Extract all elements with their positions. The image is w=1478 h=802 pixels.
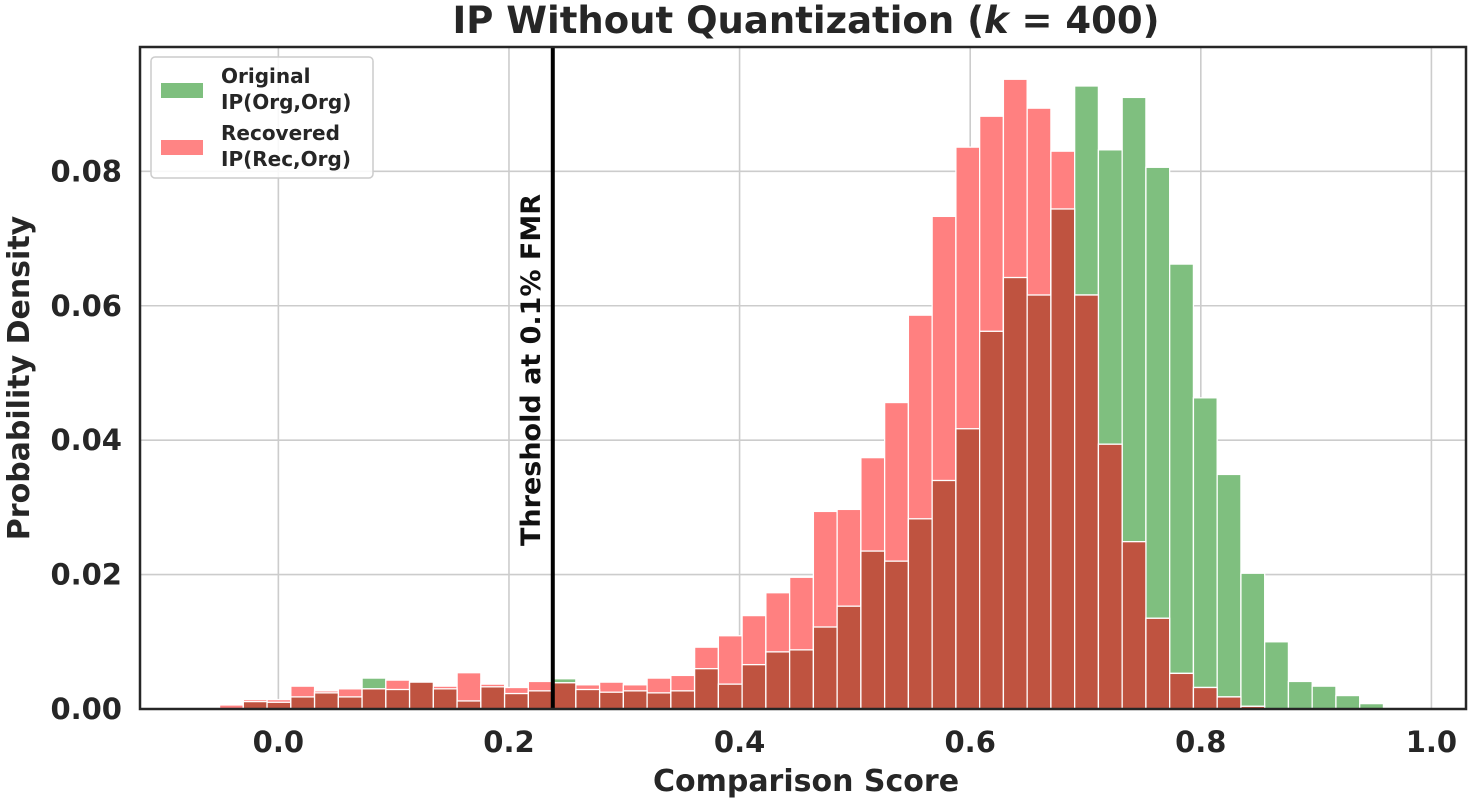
- threshold-label: Threshold at 0.1% FMR: [516, 194, 547, 546]
- bar-original: [1216, 473, 1242, 710]
- bar-overlap: [598, 691, 625, 710]
- chart-title: IP Without Quantization (k = 400): [452, 0, 1159, 42]
- bar-overlap: [1097, 443, 1123, 710]
- bar-overlap: [575, 688, 601, 710]
- bar-overlap: [717, 683, 743, 710]
- y-tick-label: 0.04: [50, 423, 122, 457]
- x-tick-label: 0.6: [945, 725, 996, 759]
- x-axis-label: Comparison Score: [653, 764, 959, 799]
- bar-overlap: [788, 649, 815, 710]
- x-tick-label: 0.2: [483, 725, 534, 759]
- bar-overlap: [622, 690, 648, 710]
- bar-overlap: [527, 690, 553, 710]
- plot-frame: [138, 45, 1468, 711]
- bar-original: [1240, 572, 1266, 710]
- legend-swatch-original: [161, 83, 203, 98]
- legend-label-original-line1: Original: [221, 64, 310, 88]
- legend-box: [150, 56, 374, 179]
- x-tick-label: 0.4: [714, 725, 765, 759]
- x-tick-labels: 0.0 0.2 0.4 0.6 0.8 1.0: [253, 725, 1457, 759]
- bar-original: [1192, 397, 1218, 710]
- bar-overlap: [978, 330, 1005, 710]
- bar-overlap: [432, 688, 458, 710]
- y-tick-label: 0.08: [50, 154, 122, 188]
- bar-overlap: [1216, 696, 1242, 710]
- threshold-marker: Threshold at 0.1% FMR: [516, 47, 555, 709]
- legend-label-original-line2: IP(Org,Org): [221, 90, 351, 114]
- bar-overlap: [385, 688, 411, 710]
- bar-overlap: [1050, 208, 1076, 710]
- bar-original: [1287, 680, 1313, 710]
- bar-overlap: [670, 690, 696, 710]
- bar-overlap: [836, 605, 862, 710]
- bar-original: [1335, 694, 1361, 710]
- legend: Original IP(Org,Org) Recovered IP(Rec,Or…: [150, 56, 374, 179]
- bar-original: [1311, 685, 1337, 710]
- bar-overlap: [408, 681, 434, 710]
- bar-overlap: [860, 550, 886, 710]
- bar-overlap: [503, 692, 529, 710]
- bar-original: [1264, 641, 1290, 710]
- chart-title-main: IP Without Quantization (: [452, 0, 984, 42]
- bar-overlap: [551, 682, 577, 710]
- bar-overlap: [741, 663, 767, 710]
- bar-overlap: [1192, 686, 1218, 710]
- bar-overlap: [361, 688, 387, 710]
- bar-overlap: [480, 686, 506, 710]
- bar-overlap: [1026, 294, 1052, 710]
- bar-overlap: [290, 696, 316, 710]
- bar-overlap: [693, 668, 720, 710]
- legend-swatch-recovered: [161, 140, 203, 155]
- bar-overlap: [765, 651, 791, 710]
- bar-overlap: [337, 696, 363, 710]
- bar-overlap: [812, 626, 838, 710]
- histogram-bars: [218, 78, 1385, 710]
- legend-label-recovered-line1: Recovered: [221, 121, 340, 145]
- x-tick-label: 0.8: [1175, 725, 1226, 759]
- bar-overlap: [1169, 672, 1195, 710]
- bar-overlap: [955, 428, 981, 710]
- y-tick-label: 0.00: [50, 692, 122, 726]
- chart-title-k: k: [984, 0, 1011, 42]
- y-tick-label: 0.06: [50, 289, 122, 323]
- x-tick-label: 1.0: [1406, 725, 1457, 759]
- bar-overlap: [883, 560, 910, 710]
- bar-overlap: [1074, 294, 1100, 710]
- bar-overlap: [1145, 617, 1171, 710]
- bar-original: [1169, 263, 1195, 710]
- bar-overlap: [1002, 276, 1028, 710]
- bar-overlap: [646, 692, 672, 710]
- legend-label-recovered-line2: IP(Rec,Org): [221, 147, 351, 171]
- chart-title-eq: = 400): [1009, 0, 1160, 42]
- bar-overlap: [1121, 541, 1147, 710]
- bar-overlap: [931, 479, 957, 710]
- overlap-bars: [242, 208, 1266, 710]
- bar-overlap: [907, 518, 933, 710]
- y-axis-label: Probability Density: [2, 215, 37, 540]
- y-tick-labels: 0.00 0.02 0.04 0.06 0.08: [50, 154, 122, 726]
- y-tick-label: 0.02: [50, 558, 122, 592]
- x-tick-label: 0.0: [253, 725, 304, 759]
- bar-overlap: [313, 692, 339, 710]
